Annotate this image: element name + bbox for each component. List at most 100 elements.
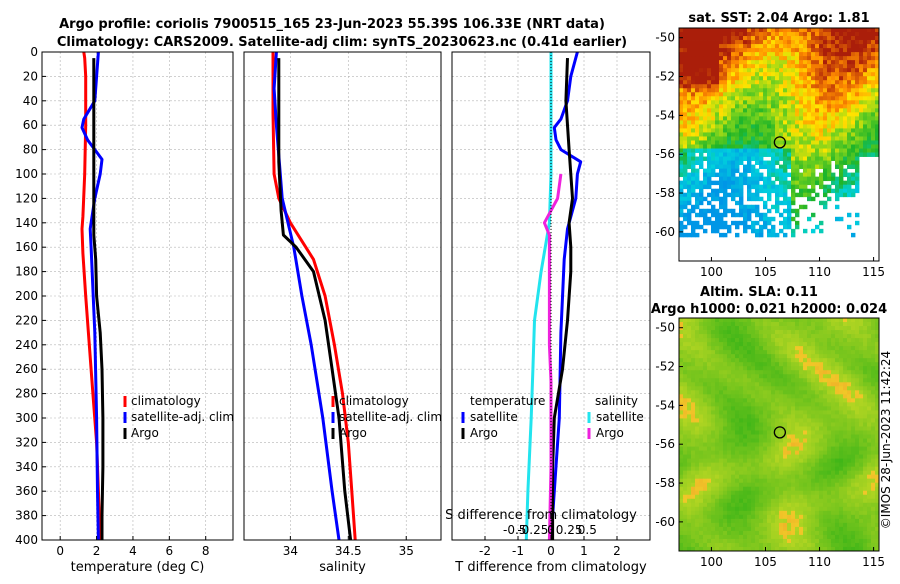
heat-cell bbox=[823, 374, 827, 378]
heat-cell bbox=[723, 499, 727, 503]
heat-cell bbox=[771, 217, 775, 221]
heat-cell bbox=[855, 80, 859, 84]
heat-cell bbox=[847, 503, 851, 507]
heat-cell bbox=[783, 92, 787, 96]
heat-cell bbox=[819, 132, 823, 136]
heat-cell bbox=[867, 136, 871, 140]
heat-cell bbox=[871, 92, 875, 96]
heat-cell bbox=[719, 390, 723, 394]
heat-cell bbox=[851, 116, 855, 120]
heat-cell bbox=[799, 398, 803, 402]
heat-cell bbox=[791, 350, 795, 354]
heat-cell bbox=[835, 100, 839, 104]
heat-cell bbox=[731, 165, 735, 169]
heat-cell bbox=[751, 483, 755, 487]
heat-cell bbox=[767, 362, 771, 366]
heat-cell bbox=[855, 394, 859, 398]
heat-cell bbox=[867, 435, 871, 439]
heat-cell bbox=[843, 338, 847, 342]
heat-cell bbox=[723, 233, 727, 237]
heat-cell bbox=[703, 451, 707, 455]
heat-cell bbox=[691, 422, 695, 426]
heat-cell bbox=[735, 370, 739, 374]
x-tick-label: 34 bbox=[283, 544, 298, 558]
heat-cell bbox=[739, 140, 743, 144]
heat-cell bbox=[795, 406, 799, 410]
heat-cell bbox=[839, 346, 843, 350]
heat-cell bbox=[715, 495, 719, 499]
heat-cell bbox=[703, 459, 707, 463]
heat-cell bbox=[755, 104, 759, 108]
heat-cell bbox=[715, 229, 719, 233]
heat-cell bbox=[695, 120, 699, 124]
heat-cell bbox=[839, 471, 843, 475]
heat-cell bbox=[799, 418, 803, 422]
heat-cell bbox=[827, 318, 831, 322]
heat-cell bbox=[871, 430, 875, 434]
heat-cell bbox=[711, 197, 715, 201]
heat-cell bbox=[735, 430, 739, 434]
heat-cell bbox=[863, 362, 867, 366]
heat-cell bbox=[783, 132, 787, 136]
heat-cell bbox=[687, 124, 691, 128]
heat-cell bbox=[751, 76, 755, 80]
heat-cell bbox=[855, 132, 859, 136]
heat-cell bbox=[755, 515, 759, 519]
heat-cell bbox=[787, 394, 791, 398]
heat-cell bbox=[691, 185, 695, 189]
heat-cell bbox=[807, 410, 811, 414]
heat-cell bbox=[731, 60, 735, 64]
heat-cell bbox=[823, 153, 827, 157]
heat-cell bbox=[855, 60, 859, 64]
heat-cell bbox=[855, 451, 859, 455]
heat-cell bbox=[691, 221, 695, 225]
heat-cell bbox=[799, 96, 803, 100]
heat-cell bbox=[823, 100, 827, 104]
heat-cell bbox=[735, 318, 739, 322]
heat-cell bbox=[803, 410, 807, 414]
heat-cell bbox=[831, 32, 835, 36]
heat-cell bbox=[687, 491, 691, 495]
heat-cell bbox=[835, 455, 839, 459]
heat-cell bbox=[871, 153, 875, 157]
heat-cell bbox=[719, 96, 723, 100]
heat-cell bbox=[691, 394, 695, 398]
heat-cell bbox=[771, 185, 775, 189]
heat-cell bbox=[711, 84, 715, 88]
heat-cell bbox=[871, 374, 875, 378]
heat-cell bbox=[831, 439, 835, 443]
heat-cell bbox=[863, 44, 867, 48]
heat-cell bbox=[703, 40, 707, 44]
heat-cell bbox=[679, 233, 683, 237]
heat-cell bbox=[751, 358, 755, 362]
heat-cell bbox=[719, 44, 723, 48]
heat-cell bbox=[787, 225, 791, 229]
heat-cell bbox=[763, 443, 767, 447]
heat-cell bbox=[759, 374, 763, 378]
heat-cell bbox=[823, 358, 827, 362]
heat-cell bbox=[827, 503, 831, 507]
heat-cell bbox=[871, 491, 875, 495]
heat-cell bbox=[803, 330, 807, 334]
heat-cell bbox=[855, 382, 859, 386]
heat-cell bbox=[743, 338, 747, 342]
heat-cell bbox=[803, 205, 807, 209]
heat-cell bbox=[715, 402, 719, 406]
heat-cell bbox=[779, 40, 783, 44]
heat-cell bbox=[743, 426, 747, 430]
heat-cell bbox=[691, 140, 695, 144]
heat-cell bbox=[787, 523, 791, 527]
heat-cell bbox=[699, 459, 703, 463]
heat-cell bbox=[683, 145, 687, 149]
heat-cell bbox=[775, 370, 779, 374]
heat-cell bbox=[691, 463, 695, 467]
heat-cell bbox=[859, 511, 863, 515]
heat-cell bbox=[811, 322, 815, 326]
heat-cell bbox=[867, 378, 871, 382]
heat-cell bbox=[863, 386, 867, 390]
heat-cell bbox=[783, 233, 787, 237]
heat-cell bbox=[723, 108, 727, 112]
heat-cell bbox=[847, 64, 851, 68]
heat-cell bbox=[679, 326, 683, 330]
heat-cell bbox=[819, 28, 823, 32]
